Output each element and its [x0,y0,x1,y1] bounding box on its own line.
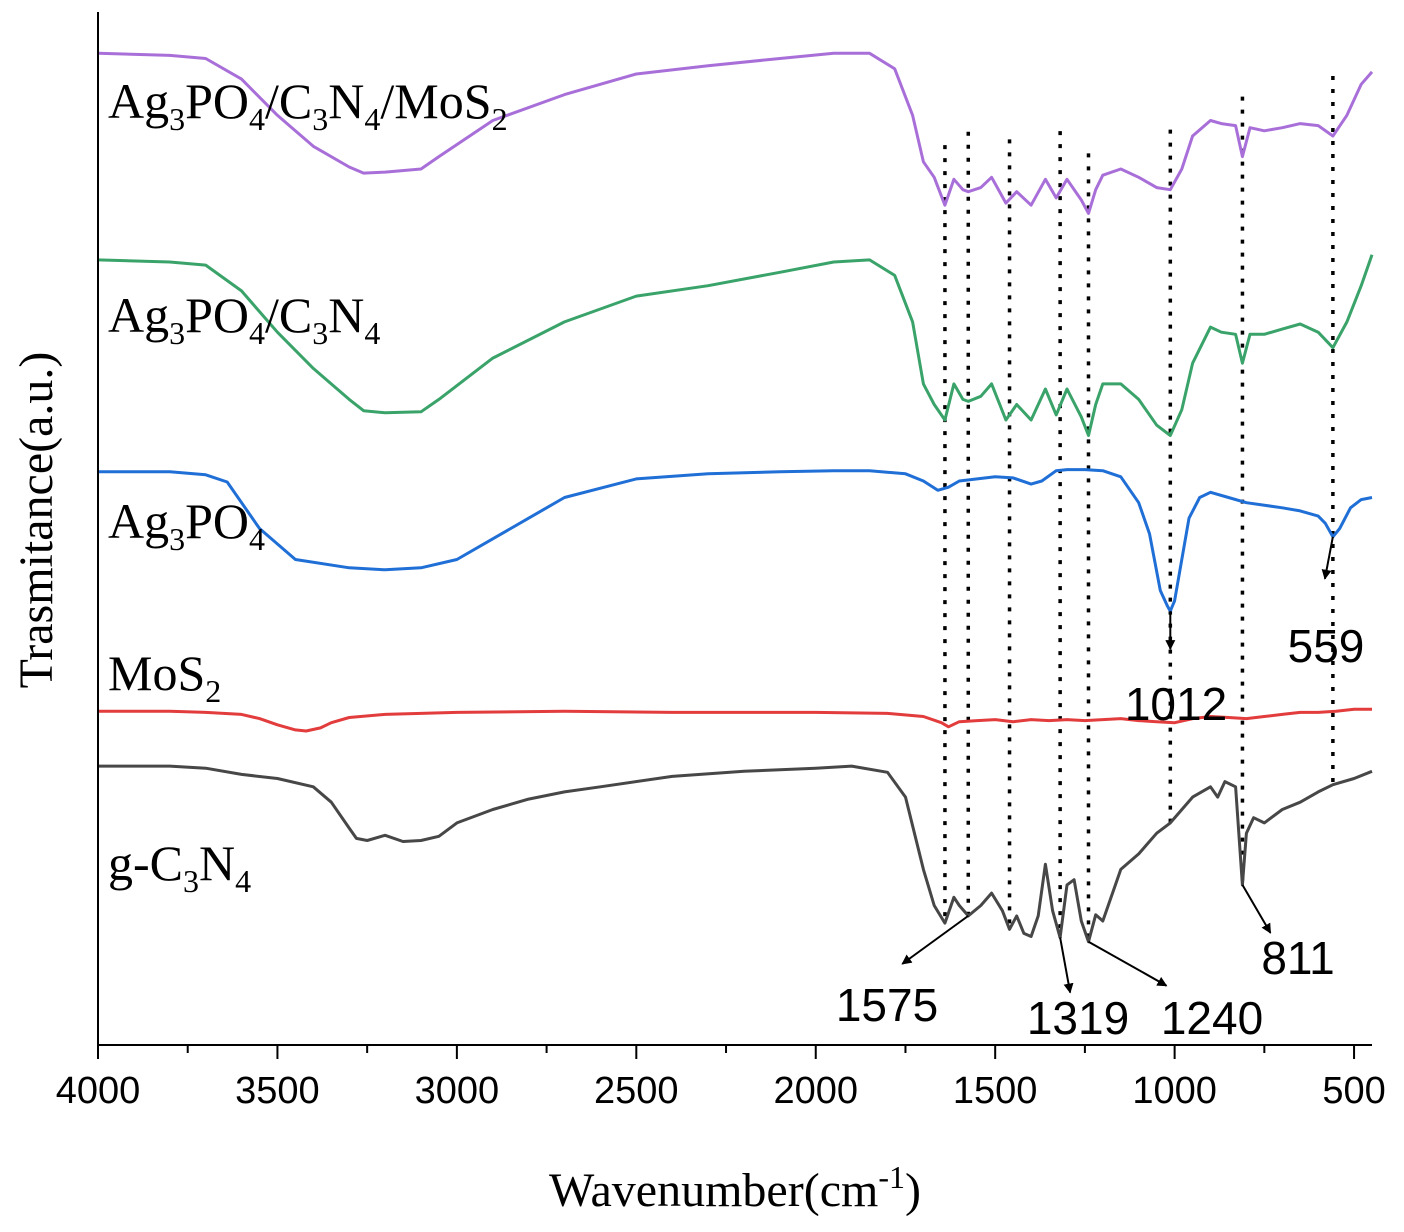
annotation-arrow [901,915,969,965]
label-subscript: 4 [235,863,251,899]
label-subscript: 3 [169,101,185,137]
series-line-ag3po4_c3n4_mos2 [97,51,1374,215]
x-tick-label: 1500 [953,1070,1038,1112]
annotation-arrow [1059,937,1074,994]
label-text: PO [185,287,249,343]
x-tick-label: 3500 [235,1070,320,1112]
label-text: N [328,287,364,343]
annotation-arrow [1241,884,1272,934]
label-subscript: 3 [183,863,199,899]
annotation-label: 811 [1261,932,1334,984]
reference-lines [943,75,1335,942]
series-label-ag3po4_c3n4_mos2: Ag3PO4/C3N4/MoS2 [108,73,508,137]
x-axis-title: Wavenumber(cm-1) [549,1159,921,1217]
label-text: MoS [108,645,205,701]
label-subscript: 2 [205,673,221,709]
x-tick-label: 4000 [56,1070,141,1112]
label-text: Ag [108,73,169,129]
x-tick-label: 3000 [415,1070,500,1112]
x-tick-label: 1000 [1132,1070,1217,1112]
annotation-label: 1012 [1125,678,1227,730]
label-subscript: 4 [249,521,265,557]
series-label-ag3po4_c3n4: Ag3PO4/C3N4 [108,287,380,351]
label-text: PO [185,73,249,129]
annotation-label: 559 [1288,620,1365,672]
label-subscript: 4 [249,315,265,351]
x-tick-label: 2000 [773,1070,858,1112]
label-subscript: 3 [312,101,328,137]
series-labels: Ag3PO4/C3N4/MoS2Ag3PO4/C3N4Ag3PO4MoS2g-C… [108,73,508,899]
label-subscript: 4 [249,101,265,137]
label-text: Ag [108,493,169,549]
series-layer [97,51,1374,944]
annotation-arrow [1321,536,1334,580]
peak-annotations: 1012 559 1575 1319 1240 811 [836,536,1365,1044]
series-label-mos2: MoS2 [108,645,221,709]
label-text: g-C [108,835,183,891]
label-text: /MoS [380,73,491,129]
annotation-label: 1240 [1161,992,1263,1044]
annotation-arrow [1087,940,1168,987]
label-subscript: 3 [169,521,185,557]
series-line-ag3po4_c3n4 [97,254,1374,437]
label-text: N [199,835,235,891]
series-label-g_c3n4: g-C3N4 [108,835,251,899]
x-tick-label: 500 [1322,1070,1385,1112]
label-subscript: 4 [364,101,380,137]
annotation-label: 1319 [1027,992,1129,1044]
label-text: Ag [108,287,169,343]
label-subscript: 3 [312,315,328,351]
series-line-g_c3n4 [98,764,1373,944]
label-text: /C [265,287,312,343]
series-line-mos2 [98,707,1372,733]
series-line-ag3po4 [98,468,1373,613]
label-text: N [328,73,364,129]
label-text: /C [265,73,312,129]
label-subscript: 2 [492,101,508,137]
series-label-ag3po4: Ag3PO4 [108,493,265,557]
axes: 4000 3500 3000 2500 2000 1500 1000 500 [56,12,1386,1112]
label-subscript: 3 [169,315,185,351]
annotation-label: 1575 [836,979,938,1031]
x-tick-label: 2500 [594,1070,679,1112]
label-subscript: 4 [364,315,380,351]
y-axis-title: Trasmitance(a.u.) [10,352,63,689]
label-text: PO [185,493,249,549]
x-ticks: 4000 3500 3000 2500 2000 1500 1000 500 [56,1045,1386,1112]
